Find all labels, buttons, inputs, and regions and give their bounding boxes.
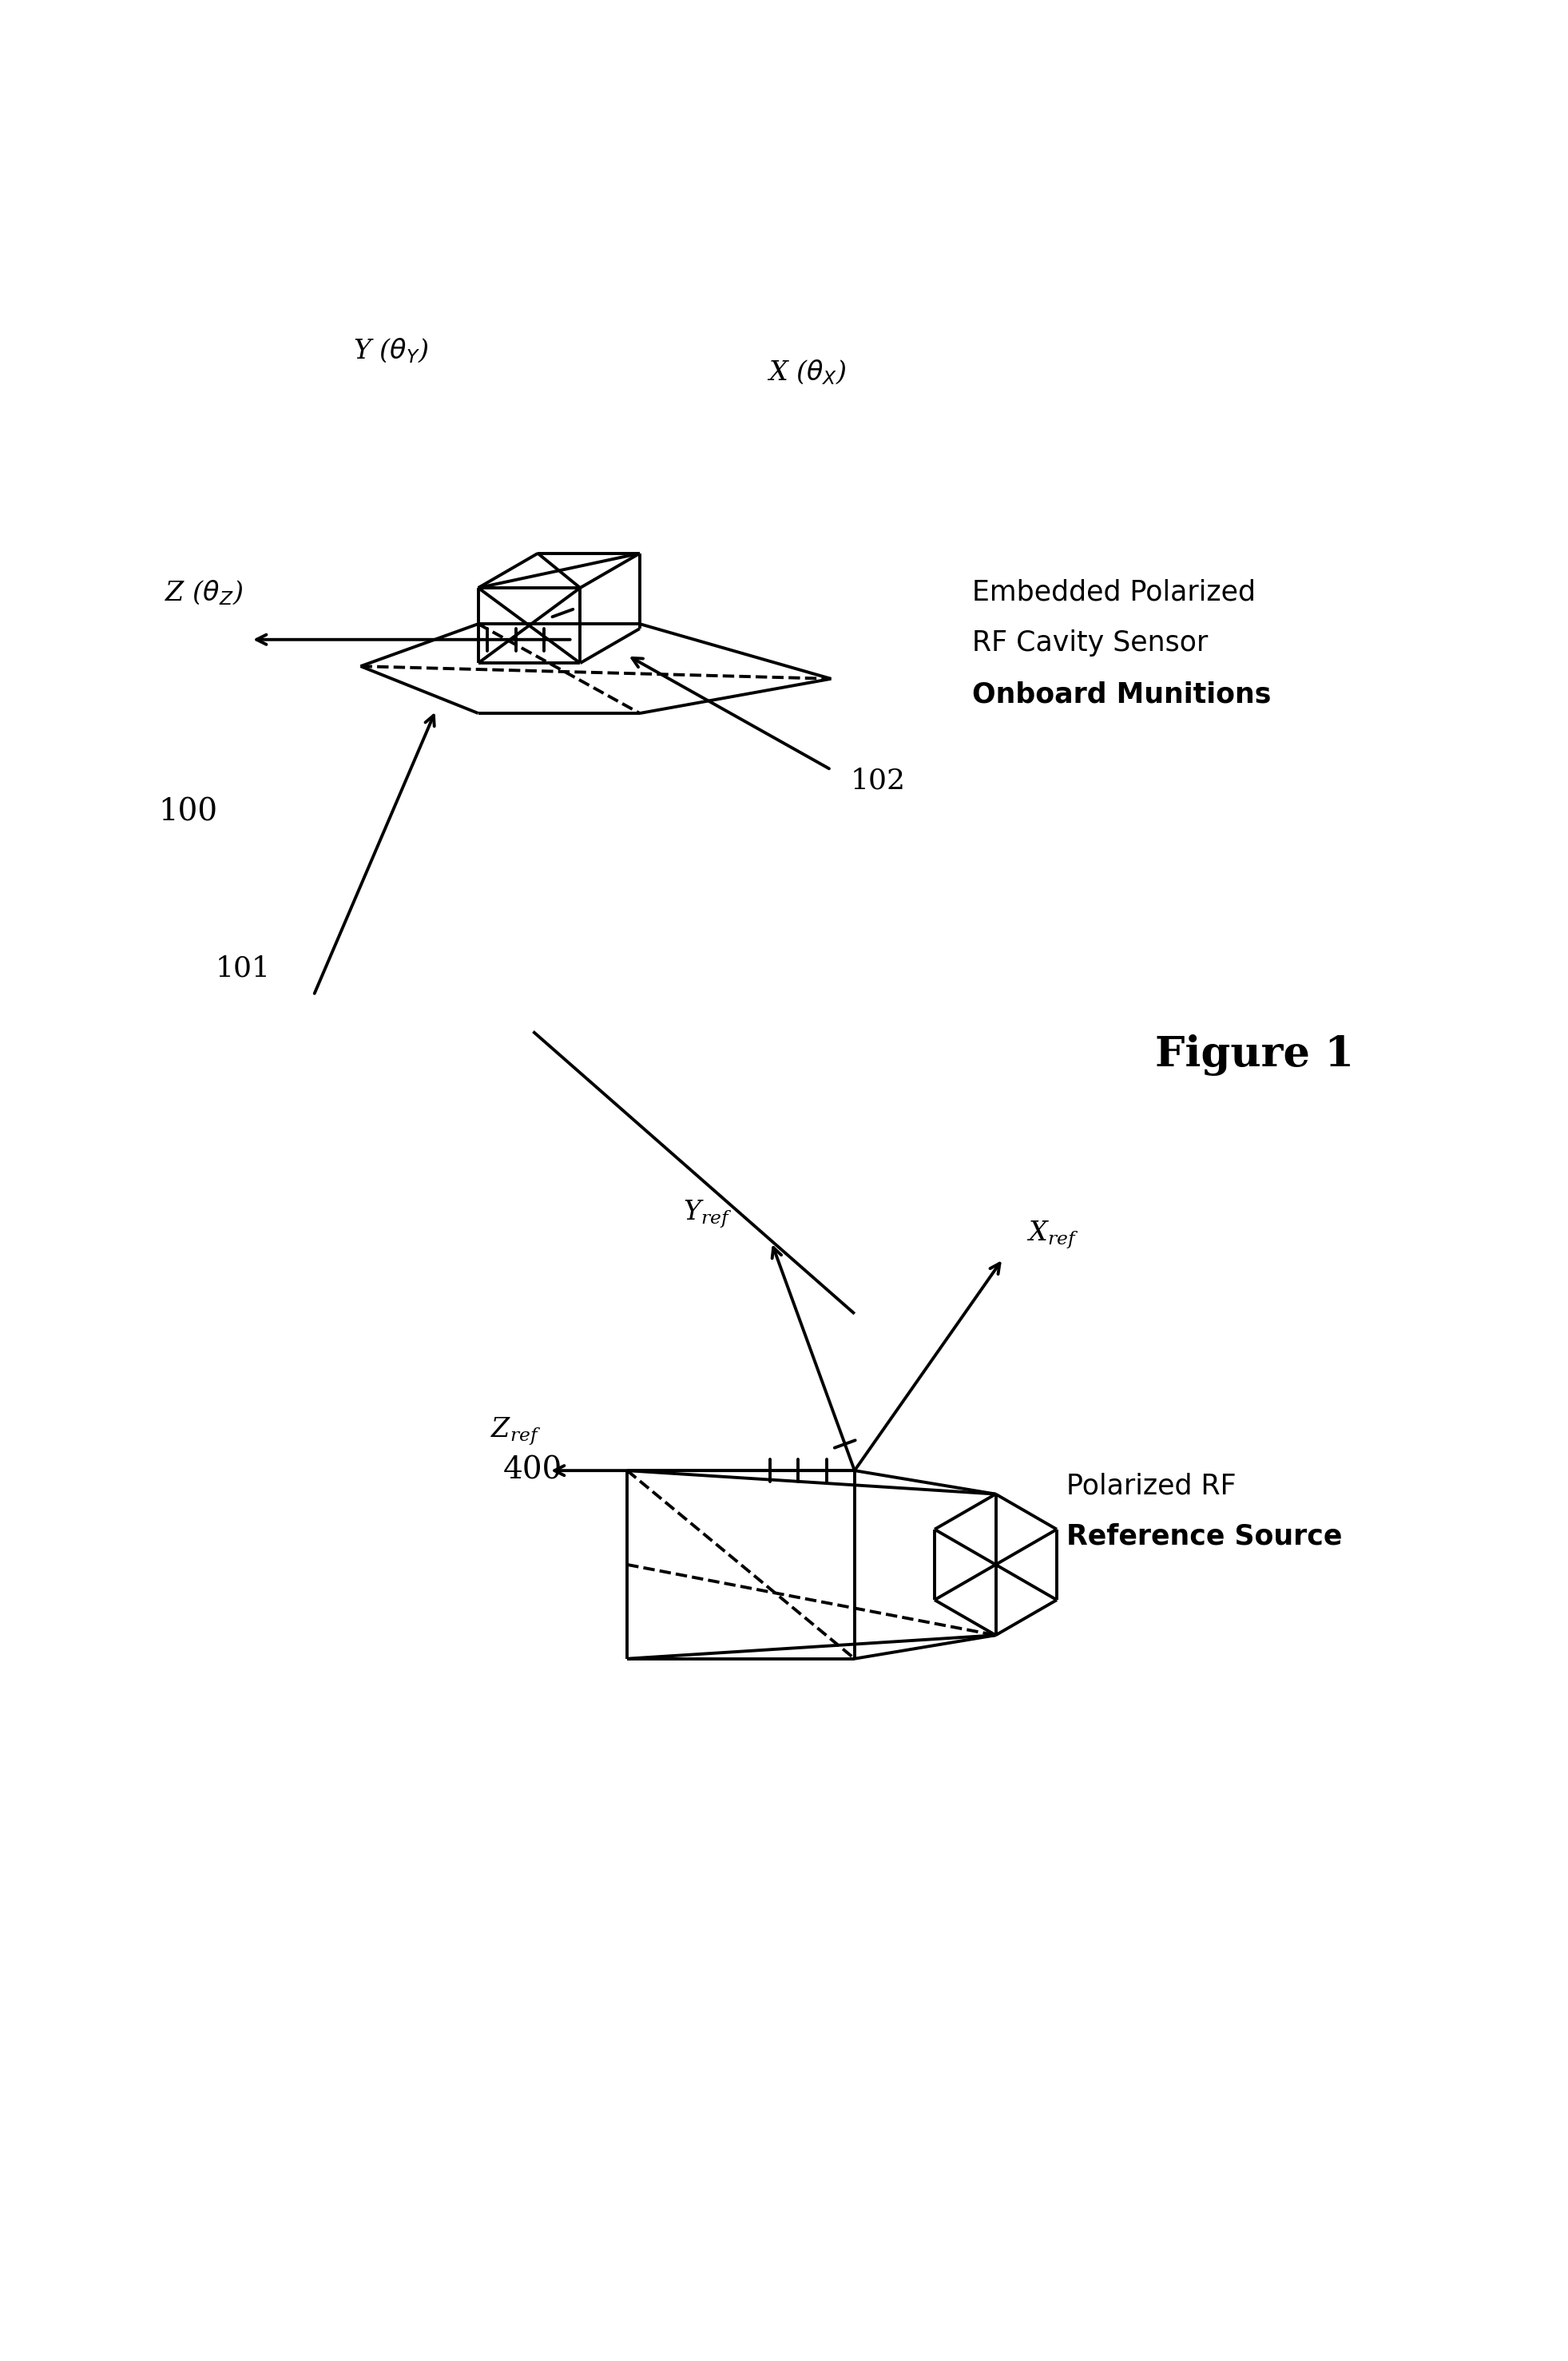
Text: Y$_{\mathregular{ref}}$: Y$_{\mathregular{ref}}$ <box>684 1197 732 1230</box>
Text: 400: 400 <box>503 1457 563 1485</box>
Text: Embedded Polarized: Embedded Polarized <box>972 578 1256 607</box>
Text: Z ($\theta_Z$): Z ($\theta_Z$) <box>165 578 243 607</box>
Text: Reference Source: Reference Source <box>1066 1523 1342 1549</box>
Text: X ($\theta_X$): X ($\theta_X$) <box>767 359 847 387</box>
Text: RF Cavity Sensor: RF Cavity Sensor <box>972 628 1207 656</box>
Text: Polarized RF: Polarized RF <box>1066 1473 1236 1499</box>
Text: Figure 1: Figure 1 <box>1156 1034 1353 1077</box>
Text: Z$_{\mathregular{ref}}$: Z$_{\mathregular{ref}}$ <box>491 1417 541 1447</box>
Text: 102: 102 <box>850 767 906 793</box>
Text: 101: 101 <box>215 956 271 982</box>
Text: X$_{\mathregular{ref}}$: X$_{\mathregular{ref}}$ <box>1027 1218 1079 1251</box>
Text: Y ($\theta_Y$): Y ($\theta_Y$) <box>353 338 428 366</box>
Text: 100: 100 <box>158 798 218 826</box>
Text: Onboard Munitions: Onboard Munitions <box>972 680 1272 708</box>
